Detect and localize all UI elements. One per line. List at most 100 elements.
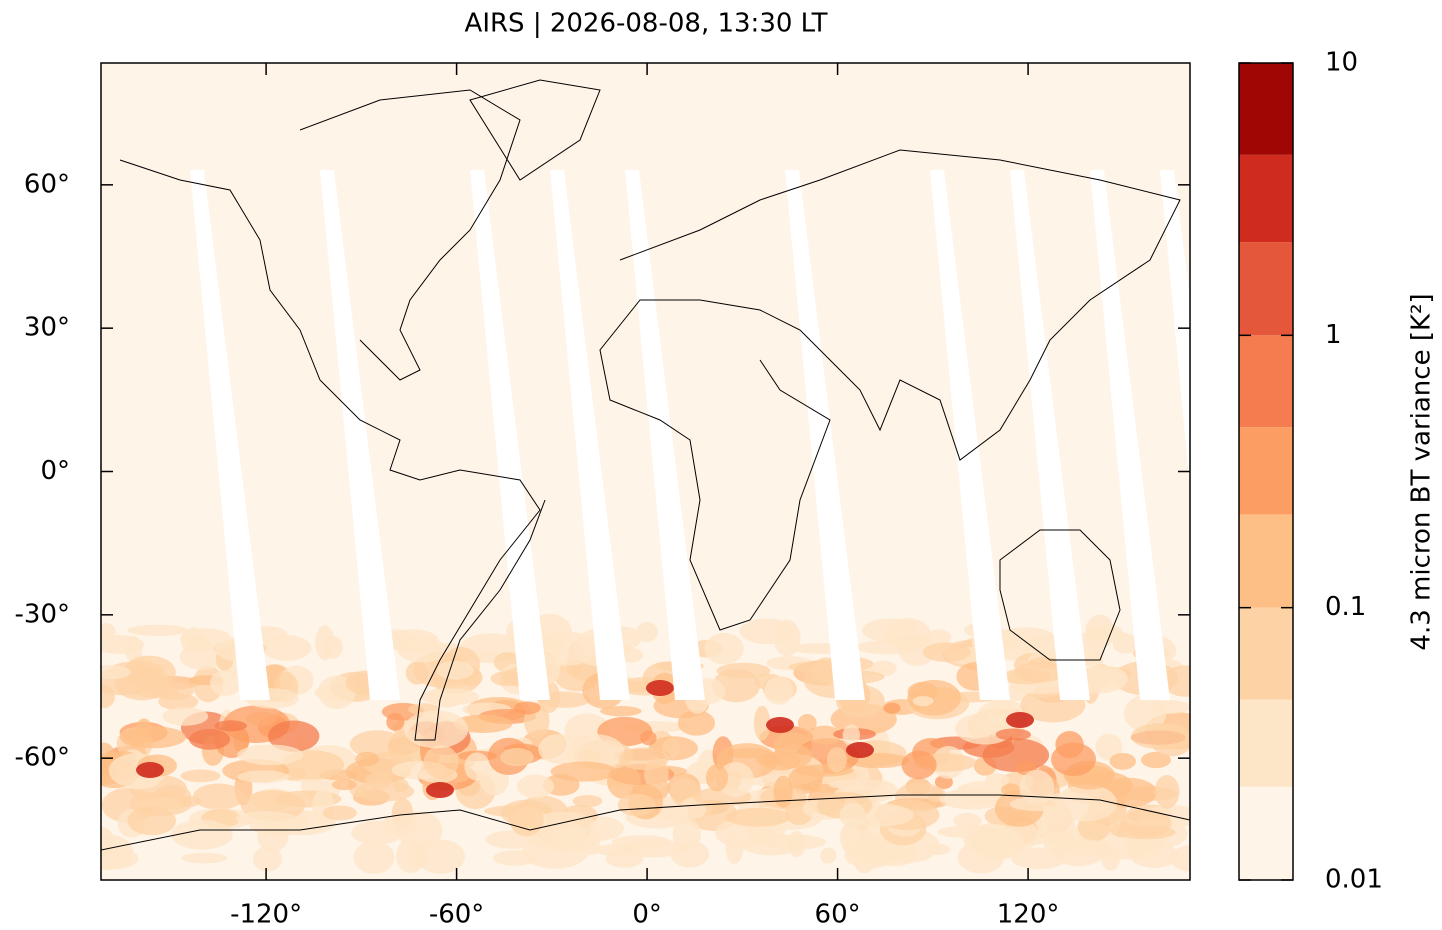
variance-blob (1154, 774, 1180, 809)
variance-blob (464, 752, 490, 781)
variance-blob (1043, 830, 1076, 855)
orbit-gap (1090, 170, 1170, 700)
orbit-gap (625, 170, 705, 700)
variance-blob (129, 791, 193, 817)
variance-blob (396, 811, 443, 849)
variance-blob (490, 671, 523, 687)
colorbar-band (1239, 154, 1293, 243)
variance-blob (901, 750, 937, 780)
variance-blob (839, 819, 873, 857)
variance-blob (828, 779, 890, 791)
variance-blob (509, 802, 544, 837)
colorbar-band (1239, 786, 1293, 880)
variance-blob (214, 720, 247, 732)
variance-blob (842, 724, 860, 747)
australia (999, 529, 1121, 661)
variance-blob (705, 764, 729, 792)
variance-blob (353, 840, 395, 874)
variance-blob (873, 847, 916, 867)
variance-blob (154, 682, 194, 700)
x-tick-label: -120° (230, 900, 302, 930)
variance-blob (252, 846, 282, 872)
variance-blob (582, 840, 601, 855)
variance-blob (331, 779, 357, 791)
variance-blob (753, 705, 771, 741)
variance-blob (181, 852, 228, 864)
variance-blob (995, 728, 1032, 741)
variance-blob (119, 726, 187, 749)
variance-blob (416, 839, 465, 874)
variance-blob (500, 748, 534, 767)
variance-blob (572, 794, 603, 808)
variance-blob (514, 701, 541, 715)
variance-blob (787, 830, 806, 858)
variance-blob (420, 688, 480, 706)
colorbar-frame (1238, 62, 1294, 881)
variance-blob (436, 660, 474, 680)
variance-blob (354, 781, 415, 802)
variance-blob (267, 720, 320, 752)
x-tick-label: 60° (815, 900, 861, 930)
variance-blob (180, 769, 221, 783)
variance-blob (566, 734, 625, 770)
variance-peak (426, 782, 454, 798)
variance-blob (101, 684, 115, 709)
variance-blob (618, 747, 669, 771)
orbit-gap (550, 170, 630, 700)
variance-blob (236, 770, 290, 784)
variance-blob (725, 807, 791, 827)
north-america-east (299, 89, 521, 381)
colorbar-band (1239, 242, 1293, 336)
americas-coast (119, 159, 546, 741)
variance-blob (101, 834, 134, 871)
variance-blob (538, 734, 581, 764)
variance-blob (717, 762, 754, 798)
orbit-gap (930, 170, 1010, 700)
variance-blob (209, 670, 242, 696)
chart-title: AIRS | 2026-08-08, 13:30 LT (465, 9, 828, 39)
colorbar-band (1239, 427, 1293, 515)
orbit-gap (190, 170, 270, 700)
variance-blob (640, 730, 657, 746)
variance-blob (953, 812, 982, 829)
variance-blob (189, 728, 231, 750)
variance-blob (1013, 661, 1067, 683)
colorbar-tick-label: 1 (1325, 320, 1342, 350)
variance-blob (127, 624, 189, 636)
variance-blob (907, 679, 961, 716)
variance-blob (1051, 742, 1097, 777)
variance-blob (820, 847, 837, 864)
variance-blob (180, 627, 207, 654)
variance-blob (764, 676, 794, 705)
variance-blob (621, 839, 686, 858)
orbit-gap (470, 170, 550, 700)
variance-blob (101, 635, 145, 654)
variance-blob (716, 662, 771, 679)
y-tick-label: 30° (24, 313, 70, 343)
variance-blob (192, 783, 245, 810)
variance-blob (773, 775, 793, 808)
variance-blob (761, 751, 801, 771)
orbit-gap (1160, 170, 1190, 488)
y-tick-label: 0° (40, 456, 70, 486)
variance-blob (773, 619, 801, 657)
variance-blob (550, 761, 617, 782)
antarctica-coast (101, 794, 1190, 851)
variance-blob (257, 821, 289, 852)
colorbar-label: 4.3 micron BT variance [K²] (1407, 293, 1437, 650)
colorbar-band (1239, 607, 1293, 700)
variance-blob (600, 705, 642, 717)
variance-blob (1141, 751, 1171, 769)
colorbar-band (1239, 63, 1293, 155)
variance-blob (1116, 825, 1176, 840)
orbit-gap (320, 170, 400, 700)
eurasia-africa-coast (599, 149, 1181, 631)
colorbar-tick-label: 0.01 (1325, 865, 1383, 895)
variance-peak (136, 762, 164, 778)
variance-blob (237, 744, 304, 766)
variance-blob (322, 635, 343, 659)
y-tick-label: -30° (15, 599, 70, 629)
greenland (469, 79, 601, 181)
variance-blob (387, 629, 439, 654)
variance-peak (1006, 712, 1034, 728)
